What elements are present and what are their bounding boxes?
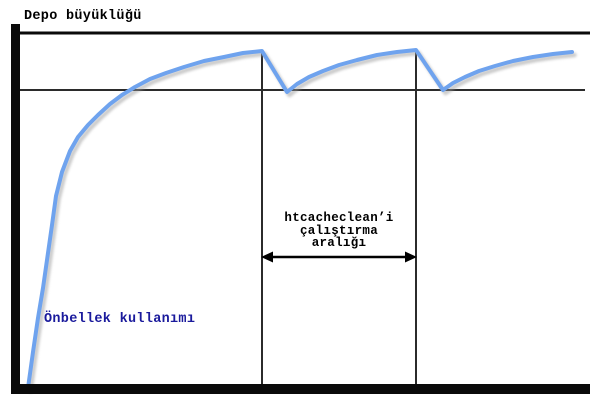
htcacheclean-interval-label: htcacheclean’i çalıştırma aralığı — [284, 211, 394, 250]
y-axis — [11, 24, 20, 394]
x-axis — [11, 384, 590, 394]
cache-usage-curve-shadow — [28, 50, 577, 394]
storage-size-label: Depo büyüklüğü — [24, 9, 142, 24]
interval-arrow-left-head-icon — [261, 251, 273, 263]
interval-arrow-right-head-icon — [405, 251, 417, 263]
cache-usage-label: Önbellek kullanımı — [44, 312, 196, 327]
cache-usage-curve — [26, 48, 574, 390]
